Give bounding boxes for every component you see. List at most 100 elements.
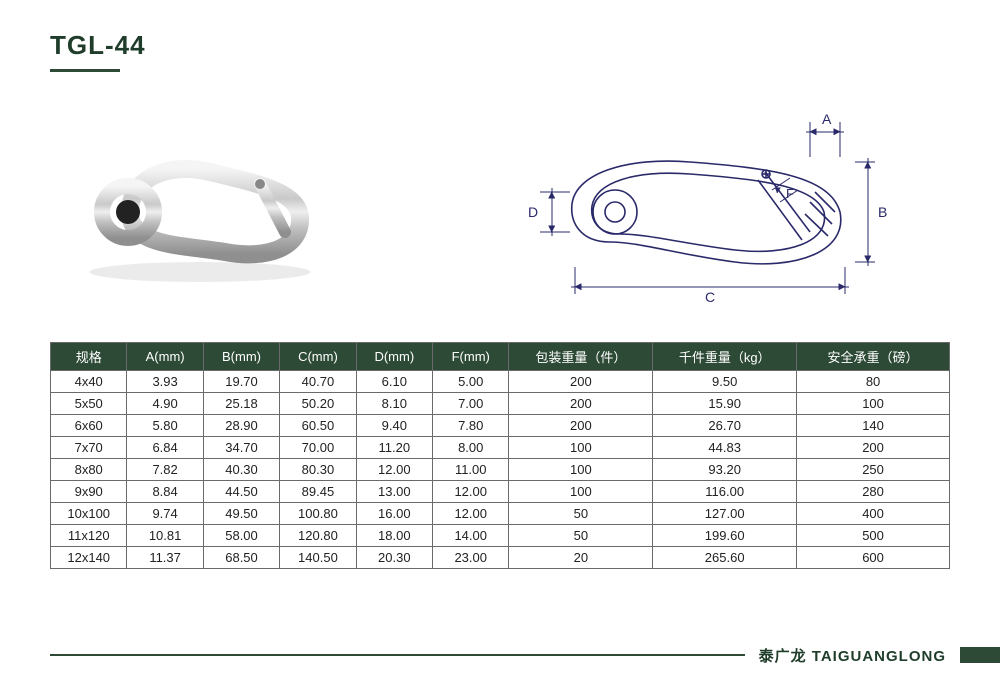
table-header-cell: A(mm) [127,343,203,371]
table-header-cell: 包装重量（件） [509,343,653,371]
table-header-cell: 安全承重（磅） [797,343,950,371]
table-cell: 9.40 [356,415,432,437]
table-cell: 8x80 [51,459,127,481]
table-cell: 4.90 [127,393,203,415]
table-cell: 23.00 [433,547,509,569]
table-cell: 140.50 [280,547,356,569]
table-cell: 50 [509,525,653,547]
svg-text:D: D [528,204,538,220]
table-cell: 120.80 [280,525,356,547]
table-cell: 8.10 [356,393,432,415]
table-cell: 127.00 [653,503,797,525]
table-cell: 7.80 [433,415,509,437]
table-header-cell: B(mm) [203,343,279,371]
table-cell: 11.00 [433,459,509,481]
table-cell: 20 [509,547,653,569]
table-cell: 20.30 [356,547,432,569]
table-cell: 28.90 [203,415,279,437]
product-photo [50,122,350,302]
table-cell: 265.60 [653,547,797,569]
product-diagram: A B C [510,102,950,322]
table-cell: 9x90 [51,481,127,503]
table-cell: 10x100 [51,503,127,525]
table-cell: 12.00 [433,481,509,503]
table-cell: 7x70 [51,437,127,459]
table-cell: 12.00 [356,459,432,481]
table-cell: 11.37 [127,547,203,569]
table-cell: 11.20 [356,437,432,459]
table-row: 5x504.9025.1850.208.107.0020015.90100 [51,393,950,415]
table-cell: 7.00 [433,393,509,415]
table-cell: 15.90 [653,393,797,415]
table-cell: 100 [509,481,653,503]
table-row: 10x1009.7449.50100.8016.0012.0050127.004… [51,503,950,525]
table-cell: 400 [797,503,950,525]
table-cell: 9.74 [127,503,203,525]
table-row: 4x403.9319.7040.706.105.002009.5080 [51,371,950,393]
table-cell: 26.70 [653,415,797,437]
table-row: 8x807.8240.3080.3012.0011.0010093.20250 [51,459,950,481]
table-cell: 9.50 [653,371,797,393]
table-cell: 5.80 [127,415,203,437]
table-cell: 100.80 [280,503,356,525]
table-header-cell: D(mm) [356,343,432,371]
footer-block [960,647,1000,663]
table-cell: 80.30 [280,459,356,481]
table-cell: 200 [509,415,653,437]
table-cell: 16.00 [356,503,432,525]
table-row: 6x605.8028.9060.509.407.8020026.70140 [51,415,950,437]
footer-brand: 泰广龙 TAIGUANGLONG [745,645,960,666]
table-cell: 116.00 [653,481,797,503]
table-row: 7x706.8434.7070.0011.208.0010044.83200 [51,437,950,459]
table-cell: 3.93 [127,371,203,393]
table-cell: 40.30 [203,459,279,481]
table-cell: 14.00 [433,525,509,547]
table-cell: 44.50 [203,481,279,503]
table-cell: 34.70 [203,437,279,459]
table-cell: 70.00 [280,437,356,459]
svg-text:C: C [705,289,715,305]
table-row: 11x12010.8158.00120.8018.0014.0050199.60… [51,525,950,547]
table-header-row: 规格A(mm)B(mm)C(mm)D(mm)F(mm)包装重量（件）千件重量（k… [51,343,950,371]
table-cell: 5.00 [433,371,509,393]
table-cell: 200 [797,437,950,459]
table-cell: 500 [797,525,950,547]
table-cell: 50.20 [280,393,356,415]
table-cell: 600 [797,547,950,569]
svg-text:F: F [786,186,794,201]
table-cell: 200 [509,371,653,393]
table-cell: 58.00 [203,525,279,547]
table-header-cell: 千件重量（kg） [653,343,797,371]
table-cell: 68.50 [203,547,279,569]
svg-text:A: A [822,111,832,127]
table-cell: 8.84 [127,481,203,503]
table-cell: 19.70 [203,371,279,393]
table-cell: 25.18 [203,393,279,415]
table-cell: 7.82 [127,459,203,481]
table-cell: 10.81 [127,525,203,547]
table-cell: 280 [797,481,950,503]
table-cell: 100 [509,459,653,481]
table-cell: 60.50 [280,415,356,437]
table-header-cell: C(mm) [280,343,356,371]
table-cell: 199.60 [653,525,797,547]
table-cell: 4x40 [51,371,127,393]
svg-text:B: B [878,204,887,220]
footer-line [50,654,745,656]
title-underline [50,69,120,72]
table-row: 12x14011.3768.50140.5020.3023.0020265.60… [51,547,950,569]
table-cell: 8.00 [433,437,509,459]
table-cell: 100 [509,437,653,459]
spec-table: 规格A(mm)B(mm)C(mm)D(mm)F(mm)包装重量（件）千件重量（k… [50,342,950,569]
table-cell: 80 [797,371,950,393]
table-cell: 89.45 [280,481,356,503]
table-cell: 44.83 [653,437,797,459]
table-cell: 13.00 [356,481,432,503]
table-cell: 140 [797,415,950,437]
table-cell: 6.10 [356,371,432,393]
page-title: TGL-44 [50,30,950,61]
table-cell: 100 [797,393,950,415]
table-header-cell: 规格 [51,343,127,371]
table-cell: 11x120 [51,525,127,547]
table-cell: 12x140 [51,547,127,569]
